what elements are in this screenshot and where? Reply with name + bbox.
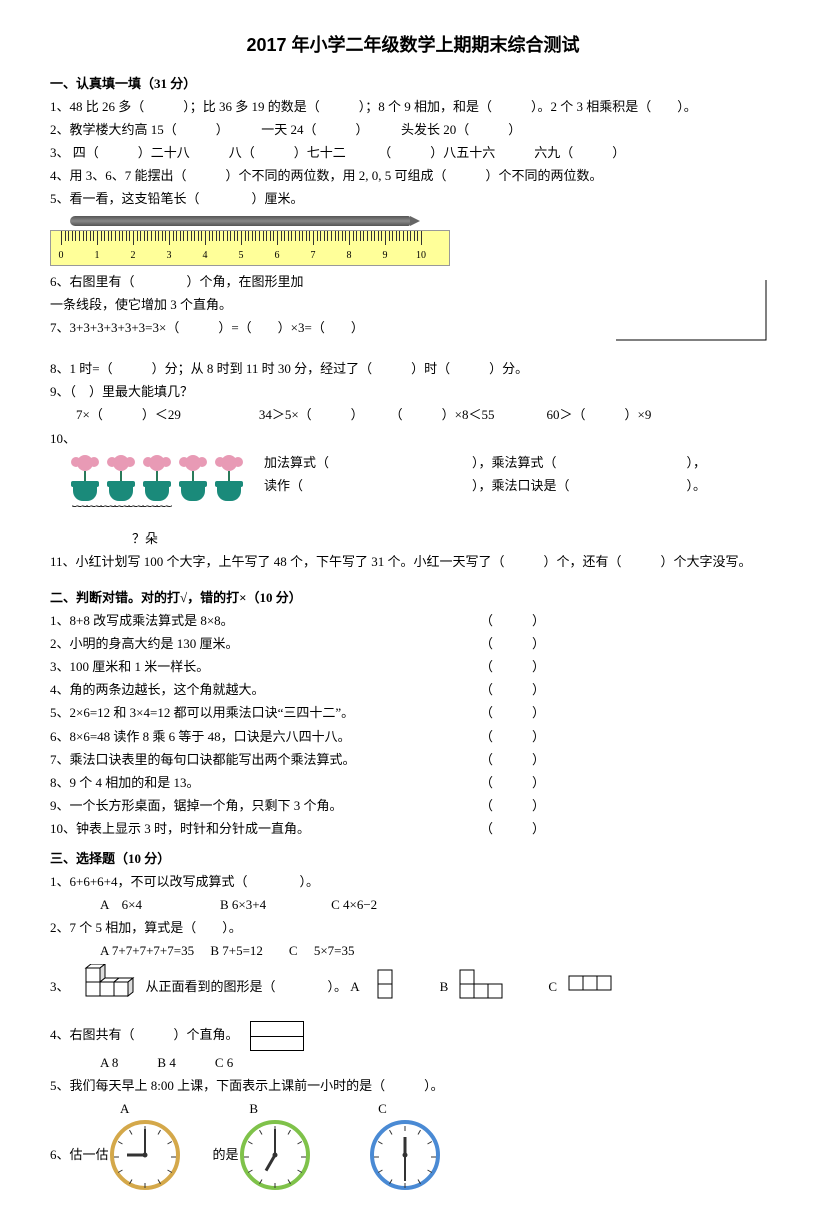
tf-row: 6、8×6=48 读作 8 乘 6 等于 48，口诀是六八四十八。（ ） bbox=[50, 726, 776, 748]
q2: 2、教学楼大约高 15（ ） 一天 24（ ） 头发长 20（ ） bbox=[50, 119, 776, 141]
q8: 8、1 时=（ ）分；从 8 时到 11 时 30 分，经过了（ ）时（ ）分。 bbox=[50, 358, 776, 380]
s3q4-text: 4、右图共有（ ）个直角。 bbox=[50, 1027, 239, 1042]
tf-row: 7、乘法口诀表里的每句口诀都能写出两个乘法算式。（ ） bbox=[50, 749, 776, 771]
tf-text: 5、2×6=12 和 3×4=12 都可以用乘法口诀“三四十二”。 bbox=[50, 702, 480, 724]
letter-c: C bbox=[378, 1098, 387, 1120]
tf-row: 8、9 个 4 相加的和是 13。（ ） bbox=[50, 772, 776, 794]
letter-b: B bbox=[249, 1098, 258, 1120]
pencil-ruler-figure: 012345678910 bbox=[50, 216, 776, 266]
q4: 4、用 3、6、7 能摆出（ ）个不同的两位数，用 2, 0, 5 可组成（ ）… bbox=[50, 165, 776, 187]
brace-icon: ﹋﹋﹋﹋﹋﹋﹋ bbox=[72, 501, 244, 528]
q5: 5、看一看，这支铅笔长（ ）厘米。 bbox=[50, 188, 776, 210]
q9a: 9、（ ）里最大能填几？ bbox=[50, 381, 776, 403]
q10-label: 10、 bbox=[50, 428, 776, 450]
tf-text: 4、角的两条边越长，这个角就越大。 bbox=[50, 679, 480, 701]
q10-add: 加法算式（ ），乘法算式（ ）， bbox=[264, 452, 776, 474]
s3q5: 5、我们每天早上 8:00 上课，下面表示上课前一小时的是（ ）。 bbox=[50, 1075, 776, 1097]
tf-paren: （ ） bbox=[480, 679, 545, 701]
vases-figure: ﹋﹋﹋﹋﹋﹋﹋ ？朵 bbox=[50, 451, 244, 550]
tf-paren: （ ） bbox=[480, 656, 545, 678]
s3q5-letters: A B C bbox=[120, 1098, 776, 1120]
opt-a-shape bbox=[370, 968, 400, 1007]
clock-icon bbox=[370, 1120, 440, 1190]
opt-c-shape bbox=[567, 974, 617, 1001]
tf-row: 1、8+8 改写成乘法算式是 8×8。（ ） bbox=[50, 610, 776, 632]
s3q2-opts: A 7+7+7+7+7=35 B 7+5=12 C 5×7=35 bbox=[74, 940, 776, 962]
tf-text: 7、乘法口诀表里的每句口诀都能写出两个乘法算式。 bbox=[50, 749, 480, 771]
s3q3-c: C bbox=[548, 976, 557, 998]
s3q4-opts: A 8 B 4 C 6 bbox=[74, 1052, 776, 1074]
section3-head: 三、选择题（10 分） bbox=[50, 848, 776, 870]
tf-row: 4、角的两条边越长，这个角就越大。（ ） bbox=[50, 679, 776, 701]
tf-paren: （ ） bbox=[480, 818, 545, 840]
q3: 3、 四（ ）二十八 八（ ）七十二 （ ）八五十六 六九（ ） bbox=[50, 142, 776, 164]
tf-text: 8、9 个 4 相加的和是 13。 bbox=[50, 772, 480, 794]
tf-row: 3、100 厘米和 1 米一样长。（ ） bbox=[50, 656, 776, 678]
tf-paren: （ ） bbox=[480, 795, 545, 817]
tf-text: 2、小明的身高大约是 130 厘米。 bbox=[50, 633, 480, 655]
clock-icon bbox=[110, 1120, 180, 1190]
split-rect-icon bbox=[250, 1021, 304, 1051]
tf-text: 9、一个长方形桌面，锯掉一个角，只剩下 3 个角。 bbox=[50, 795, 480, 817]
tf-paren: （ ） bbox=[480, 772, 545, 794]
tf-text: 6、8×6=48 读作 8 乘 6 等于 48，口诀是六八四十八。 bbox=[50, 726, 480, 748]
q6b: 一条线段，使它增加 3 个直角。 bbox=[50, 294, 566, 316]
opt-b-shape bbox=[458, 968, 508, 1007]
q1: 1、48 比 26 多（ ）；比 36 多 19 的数是（ ）；8 个 9 相加… bbox=[50, 96, 776, 118]
tf-row: 2、小明的身高大约是 130 厘米。（ ） bbox=[50, 633, 776, 655]
q7: 7、3+3+3+3+3+3=3×（ ）=（ ）×3=（ ） bbox=[50, 317, 566, 339]
s3q1: 1、6+6+6+4，不可以改写成算式（ ）。 bbox=[50, 871, 776, 893]
tf-paren: （ ） bbox=[480, 749, 545, 771]
s3q4: 4、右图共有（ ）个直角。 bbox=[50, 1021, 776, 1051]
s3q3-num: 3、 bbox=[50, 976, 70, 998]
tf-row: 5、2×6=12 和 3×4=12 都可以用乘法口诀“三四十二”。（ ） bbox=[50, 702, 776, 724]
tf-row: 10、钟表上显示 3 时，时针和分针成一直角。（ ） bbox=[50, 818, 776, 840]
tf-paren: （ ） bbox=[480, 610, 545, 632]
s3q1-opts: A 6×4 B 6×3+4 C 4×6−2 bbox=[74, 894, 776, 916]
q10-question: ？朵 bbox=[50, 528, 240, 550]
s3q3-text: 从正面看到的图形是（ ）。 A bbox=[146, 976, 360, 998]
clock-icon bbox=[240, 1120, 310, 1190]
tf-paren: （ ） bbox=[480, 726, 545, 748]
section2-head: 二、判断对错。对的打√，错的打×（10 分） bbox=[50, 587, 776, 609]
ruler-icon: 012345678910 bbox=[50, 230, 450, 266]
tf-text: 1、8+8 改写成乘法算式是 8×8。 bbox=[50, 610, 480, 632]
s3q3-b: B bbox=[440, 976, 449, 998]
q9b: 7×（ ）＜29 34＞5×（ ） （ ）×8＜55 60＞（ ）×9 bbox=[50, 404, 776, 426]
tf-text: 10、钟表上显示 3 时，时针和分针成一直角。 bbox=[50, 818, 480, 840]
triangle-figure bbox=[606, 270, 776, 357]
s3q3: 3、 从正面看到的图形是（ ）。 A B C bbox=[50, 964, 776, 1011]
cubes-icon bbox=[80, 964, 136, 1011]
tf-paren: （ ） bbox=[480, 633, 545, 655]
tf-paren: （ ） bbox=[480, 702, 545, 724]
section1-head: 一、认真填一填（31 分） bbox=[50, 73, 776, 95]
clocks-figure bbox=[110, 1120, 440, 1190]
page-title: 2017 年小学二年级数学上期期末综合测试 bbox=[50, 30, 776, 61]
tf-row: 9、一个长方形桌面，锯掉一个角，只剩下 3 个角。（ ） bbox=[50, 795, 776, 817]
q10-read: 读作（ ），乘法口诀是（ ）。 bbox=[264, 475, 776, 497]
pencil-icon bbox=[70, 216, 410, 226]
q11: 11、小红计划写 100 个大字，上午写了 48 个，下午写了 31 个。小红一… bbox=[50, 551, 776, 573]
s3q2: 2、7 个 5 相加，算式是（ ）。 bbox=[50, 917, 776, 939]
tf-text: 3、100 厘米和 1 米一样长。 bbox=[50, 656, 480, 678]
q6a: 6、右图里有（ ）个角，在图形里加 bbox=[50, 271, 566, 293]
letter-a: A bbox=[120, 1098, 129, 1120]
